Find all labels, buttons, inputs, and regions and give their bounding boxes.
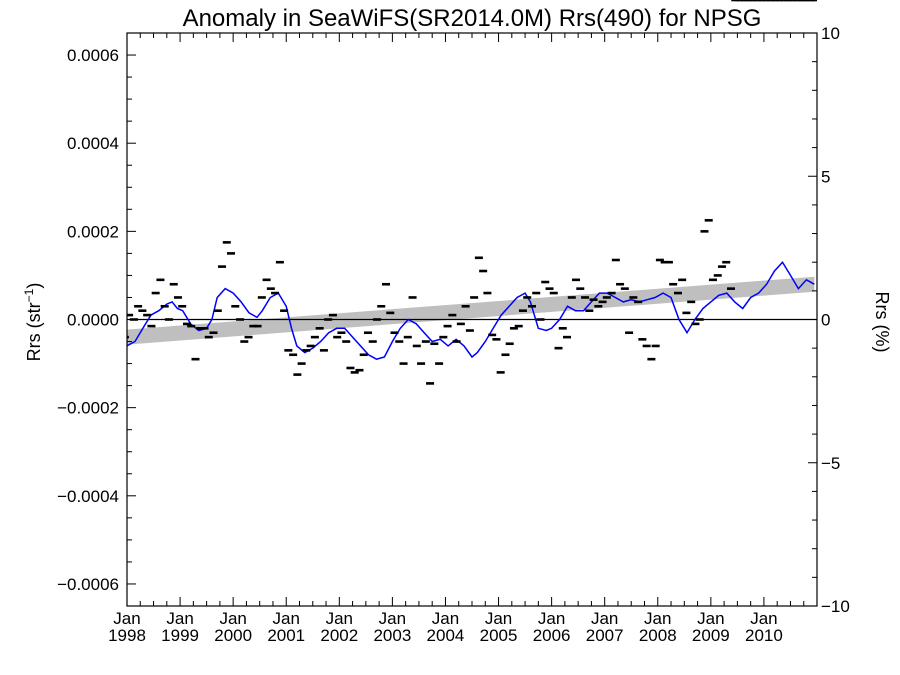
smoothed-series-line (126, 260, 815, 361)
x-tick-label-year: 2006 (533, 626, 571, 645)
y-tick-label-right: 5 (821, 167, 830, 186)
y-tick-label-left: −0.0002 (57, 399, 119, 418)
x-tick-label-month: Jan (538, 609, 565, 628)
y-tick-label-left: −0.0004 (57, 487, 119, 506)
axes: 0.0006 0.0004 0.0002 0.0000 −0.0002 −0.0004 −0… (57, 24, 850, 645)
y-tick-label-left: 0.0004 (67, 134, 119, 153)
x-tick-label-year: 1998 (108, 626, 146, 645)
anomaly-markers (127, 0, 817, 385)
x-tick-label-month: Jan (113, 609, 140, 628)
trend-band-layer (127, 276, 815, 345)
y-axis-left-title-base: Rrs (str (24, 302, 44, 361)
x-tick-label-year: 2007 (586, 626, 624, 645)
y-tick-label-right: −10 (821, 597, 850, 616)
y-tick-label-left: 0.0006 (67, 46, 119, 65)
x-tick-label-month: Jan (485, 609, 512, 628)
x-tick-label-year: 2010 (745, 626, 783, 645)
x-tick-label-year: 2002 (320, 626, 358, 645)
y-tick-label-left: 0.0000 (67, 311, 119, 330)
x-tick-label-year: 2005 (480, 626, 518, 645)
y-tick-label-left: 0.0002 (67, 222, 119, 241)
y-tick-label-right: −5 (821, 454, 840, 473)
y-axis-left-title-sup: −1 (22, 288, 36, 302)
x-tick-label-year: 2001 (267, 626, 305, 645)
x-tick-label-month: Jan (326, 609, 353, 628)
x-tick-label-month: Jan (273, 609, 300, 628)
x-tick-label-year: 2004 (427, 626, 465, 645)
smoothed-line-layer (126, 260, 815, 361)
trend-band (127, 276, 815, 345)
y-tick-label-right: 10 (821, 24, 840, 43)
x-tick-label-year: 2008 (639, 626, 677, 645)
x-tick-label-month: Jan (219, 609, 246, 628)
y-tick-label-right: 0 (821, 311, 830, 330)
x-tick-label-year: 2009 (692, 626, 730, 645)
chart-title: Anomaly in SeaWiFS(SR2014.0M) Rrs(490) f… (183, 5, 762, 32)
y-axis-left-title: Rrs (str−1) (22, 283, 44, 362)
x-tick-label-year: 2000 (214, 626, 252, 645)
x-tick-label-year: 2003 (373, 626, 411, 645)
y-axis-left-title-end: ) (24, 283, 44, 289)
x-tick-label-month: Jan (432, 609, 459, 628)
x-tick-label-month: Jan (379, 609, 406, 628)
x-tick-label-month: Jan (750, 609, 777, 628)
y-tick-label-left: −0.0006 (57, 575, 119, 594)
x-tick-label-month: Jan (644, 609, 671, 628)
x-tick-label-month: Jan (166, 609, 193, 628)
x-tick-label-month: Jan (591, 609, 618, 628)
x-tick-label-year: 1999 (161, 626, 199, 645)
x-tick-label-month: Jan (697, 609, 724, 628)
y-axis-right-title: Rrs (%) (872, 292, 892, 353)
